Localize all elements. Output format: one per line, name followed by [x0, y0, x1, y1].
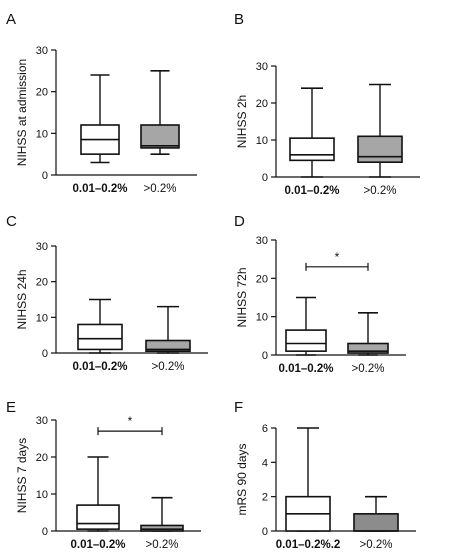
box-1 [285, 427, 331, 532]
y-tick-label: 0 [262, 526, 268, 538]
category-label: 0.01–0.2% [71, 539, 126, 551]
y-tick-label: 0 [262, 350, 268, 362]
panel-letter: C [6, 213, 17, 230]
category-label: >0.2% [352, 363, 385, 375]
y-tick-label: 30 [36, 415, 48, 427]
panel-letter: D [234, 213, 245, 230]
panel-e: E 0 10 20 30 NIHSS 7 days 0.01–0.2% >0.2% * [6, 399, 201, 551]
iqr-box [145, 339, 191, 353]
y-axis-label: NIHSS 2h [235, 95, 249, 148]
category-label: 0.01–0.2% [279, 363, 334, 375]
panel-letter: B [234, 11, 244, 28]
y-tick-label: 4 [262, 457, 268, 469]
box-2 [347, 312, 389, 356]
category-label: 0.01–0.2% [73, 183, 128, 195]
category-label: >0.2% [146, 539, 179, 551]
box-2 [140, 496, 184, 532]
y-axis-label: NIHSS at admission [15, 59, 29, 166]
y-tick-label: 30 [256, 235, 268, 247]
y-tick-label: 10 [36, 312, 48, 324]
box-1 [80, 74, 120, 164]
y-axis-label: NIHSS 72h [235, 267, 249, 327]
y-tick-label: 0 [42, 526, 48, 538]
iqr-box [76, 504, 120, 530]
category-label: >0.2% [144, 183, 177, 195]
iqr-box [347, 342, 389, 354]
panel-d: D 0 10 20 30 NIHSS 72h 0.01–0.2% >0.2% * [234, 213, 406, 375]
y-tick-label: 0 [42, 170, 48, 182]
y-tick-label: 30 [36, 241, 48, 253]
iqr-box [353, 513, 399, 532]
category-label: 0.01–0.2% [73, 361, 128, 373]
box-1 [77, 298, 123, 354]
category-label: 0.01–0.2% [285, 185, 340, 197]
box-1 [285, 296, 327, 356]
box-2 [145, 305, 191, 354]
category-label: >0.2% [360, 539, 393, 551]
panel-letter: E [6, 399, 16, 416]
iqr-box [357, 135, 403, 164]
panel-letter: F [234, 399, 243, 416]
y-tick-label: 0 [262, 172, 268, 184]
y-tick-label: 30 [256, 61, 268, 73]
y-tick-label: 0 [42, 348, 48, 360]
significance-label: * [128, 414, 133, 428]
y-tick-label: 20 [256, 273, 268, 285]
iqr-box [140, 124, 180, 149]
panel-f: F 0 2 4 6 mRS 90 days 0.01–0.2%.2 >0.2% [234, 399, 416, 551]
y-axis-label: NIHSS 7 days [15, 438, 29, 513]
category-label: >0.2% [152, 361, 185, 373]
y-tick-label: 20 [36, 87, 48, 99]
box-2 [353, 495, 399, 532]
box-2 [357, 83, 403, 178]
y-tick-label: 10 [256, 312, 268, 324]
iqr-box [289, 137, 335, 162]
y-tick-label: 30 [36, 45, 48, 57]
panel-c: C 0 10 20 30 NIHSS 24h 0.01–0.2% >0.2% [6, 213, 208, 373]
y-tick-label: 10 [256, 135, 268, 147]
y-tick-label: 20 [36, 277, 48, 289]
y-tick-label: 2 [262, 492, 268, 504]
y-tick-label: 20 [256, 98, 268, 110]
panel-letter: A [6, 11, 16, 28]
y-tick-label: 10 [36, 489, 48, 501]
category-label: 0.01–0.2%.2 [276, 539, 341, 551]
y-axis-label: NIHSS 24h [15, 269, 29, 329]
iqr-box [77, 323, 123, 351]
y-tick-label: 6 [262, 423, 268, 435]
panel-b: B 0 10 20 30 NIHSS 2h 0.01–0.2% >0.2% [234, 11, 420, 197]
panel-a: A 0 10 20 30 NIHSS at admission 0.01–0.2% >0.2% [6, 11, 197, 195]
iqr-box [140, 524, 184, 532]
y-tick-label: 10 [36, 128, 48, 140]
category-label: >0.2% [364, 185, 397, 197]
box-1 [289, 87, 335, 178]
y-axis-label: mRS 90 days [235, 443, 249, 515]
box-2 [140, 70, 180, 155]
y-tick-label: 20 [36, 452, 48, 464]
significance-label: * [335, 250, 340, 264]
box-1 [76, 456, 120, 532]
iqr-box [285, 329, 327, 352]
